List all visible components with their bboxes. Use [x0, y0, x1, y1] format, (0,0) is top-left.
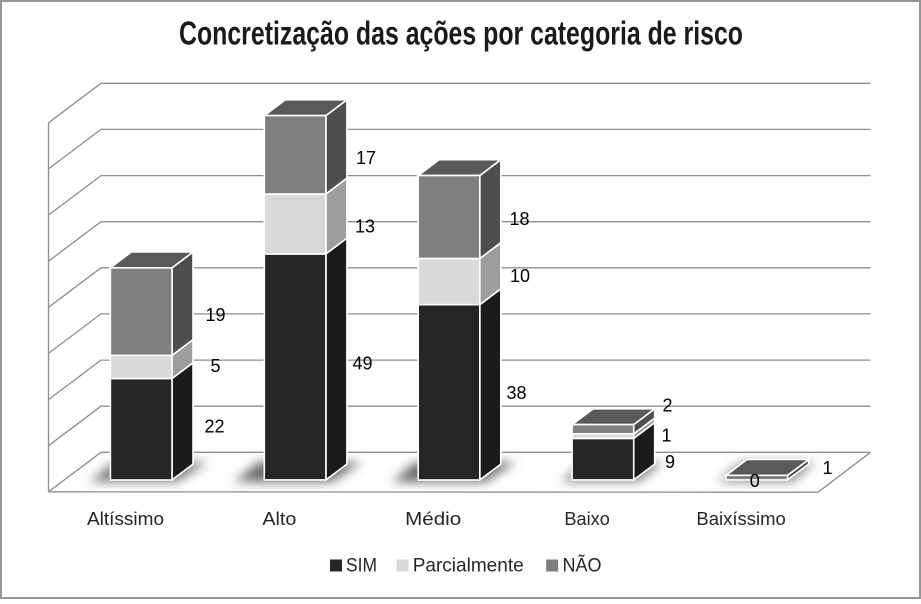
svg-text:5: 5 [210, 356, 220, 376]
svg-text:0: 0 [750, 471, 760, 491]
svg-text:13: 13 [355, 217, 375, 237]
svg-text:Parcialmente: Parcialmente [413, 555, 524, 577]
svg-text:9: 9 [665, 452, 675, 472]
svg-text:1: 1 [822, 458, 832, 478]
svg-text:1: 1 [661, 426, 671, 446]
svg-text:SIM: SIM [346, 555, 377, 577]
svg-text:49: 49 [352, 354, 372, 374]
svg-text:Médio: Médio [405, 509, 461, 529]
svg-text:17: 17 [356, 148, 376, 168]
svg-text:Concretização das ações por ca: Concretização das ações por categoria de… [179, 16, 743, 53]
svg-text:2: 2 [662, 396, 672, 416]
svg-text:38: 38 [506, 383, 526, 403]
svg-text:Baixíssimo: Baixíssimo [696, 509, 786, 529]
svg-text:22: 22 [204, 417, 224, 437]
svg-text:Alto: Alto [262, 509, 296, 529]
svg-text:Baixo: Baixo [564, 509, 610, 529]
svg-text:NÃO: NÃO [563, 553, 602, 577]
svg-text:10: 10 [510, 266, 530, 286]
svg-text:18: 18 [509, 209, 529, 229]
svg-text:Altíssimo: Altíssimo [87, 509, 164, 529]
svg-text:19: 19 [205, 305, 225, 325]
